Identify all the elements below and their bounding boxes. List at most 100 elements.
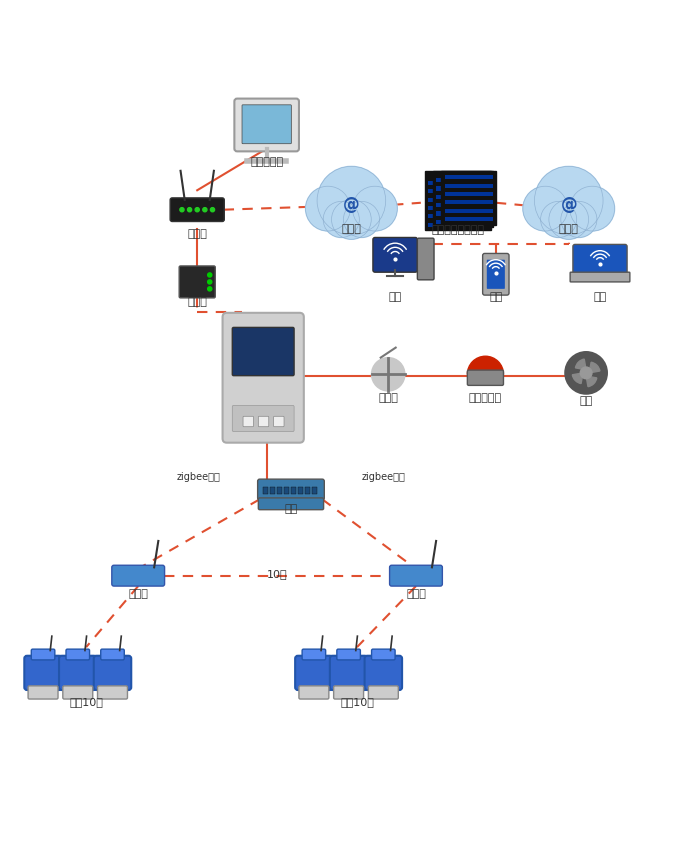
FancyBboxPatch shape xyxy=(243,417,253,427)
Circle shape xyxy=(332,200,371,240)
FancyBboxPatch shape xyxy=(444,192,493,197)
FancyBboxPatch shape xyxy=(428,190,487,194)
FancyBboxPatch shape xyxy=(437,196,490,200)
Circle shape xyxy=(353,187,398,232)
FancyBboxPatch shape xyxy=(468,371,503,386)
FancyBboxPatch shape xyxy=(223,313,304,443)
FancyBboxPatch shape xyxy=(295,656,332,690)
FancyBboxPatch shape xyxy=(291,487,296,494)
FancyBboxPatch shape xyxy=(258,417,269,427)
Circle shape xyxy=(534,167,603,235)
FancyBboxPatch shape xyxy=(59,656,97,690)
Text: 安帕尔网络服务器: 安帕尔网络服务器 xyxy=(431,225,484,235)
Wedge shape xyxy=(586,376,597,387)
Text: 路由器: 路由器 xyxy=(188,230,207,239)
FancyBboxPatch shape xyxy=(94,656,132,690)
FancyBboxPatch shape xyxy=(433,172,494,228)
Text: 可接10台: 可接10台 xyxy=(69,696,103,706)
FancyBboxPatch shape xyxy=(330,656,368,690)
FancyBboxPatch shape xyxy=(428,207,487,211)
FancyBboxPatch shape xyxy=(428,198,487,203)
Text: 电脑: 电脑 xyxy=(389,291,402,301)
Text: @: @ xyxy=(561,195,577,214)
FancyBboxPatch shape xyxy=(444,209,493,214)
Circle shape xyxy=(180,208,184,213)
FancyBboxPatch shape xyxy=(444,185,493,188)
FancyBboxPatch shape xyxy=(573,245,627,277)
Text: 风机: 风机 xyxy=(580,396,593,406)
FancyBboxPatch shape xyxy=(312,487,316,494)
FancyBboxPatch shape xyxy=(441,172,496,225)
Text: 互联网: 互联网 xyxy=(342,224,361,234)
FancyBboxPatch shape xyxy=(263,487,268,494)
Circle shape xyxy=(208,280,212,284)
FancyBboxPatch shape xyxy=(425,172,491,231)
Text: zigbee信号: zigbee信号 xyxy=(361,471,405,481)
FancyBboxPatch shape xyxy=(232,406,294,432)
FancyBboxPatch shape xyxy=(372,649,395,660)
FancyBboxPatch shape xyxy=(284,487,289,494)
Circle shape xyxy=(317,167,386,235)
FancyBboxPatch shape xyxy=(482,254,509,295)
Circle shape xyxy=(540,203,577,238)
Circle shape xyxy=(566,353,607,394)
FancyBboxPatch shape xyxy=(97,686,127,699)
FancyBboxPatch shape xyxy=(234,100,299,152)
FancyBboxPatch shape xyxy=(258,498,323,510)
FancyBboxPatch shape xyxy=(334,686,363,699)
FancyBboxPatch shape xyxy=(305,487,309,494)
FancyBboxPatch shape xyxy=(368,686,398,699)
FancyBboxPatch shape xyxy=(277,487,282,494)
FancyBboxPatch shape xyxy=(32,649,55,660)
FancyBboxPatch shape xyxy=(112,565,164,587)
FancyBboxPatch shape xyxy=(444,201,493,205)
Text: 手机: 手机 xyxy=(489,291,503,301)
Wedge shape xyxy=(575,360,586,371)
Text: 单机版电脑: 单机版电脑 xyxy=(250,156,284,166)
FancyBboxPatch shape xyxy=(417,239,434,280)
FancyBboxPatch shape xyxy=(66,649,90,660)
Text: 互联网: 互联网 xyxy=(559,224,579,234)
Wedge shape xyxy=(573,373,583,384)
FancyBboxPatch shape xyxy=(437,212,490,216)
Text: 声光报警器: 声光报警器 xyxy=(469,392,502,403)
FancyBboxPatch shape xyxy=(28,686,58,699)
FancyBboxPatch shape xyxy=(365,656,402,690)
Text: 终端: 终端 xyxy=(594,291,607,301)
FancyBboxPatch shape xyxy=(25,656,62,690)
Circle shape xyxy=(208,273,212,278)
Circle shape xyxy=(372,358,405,392)
FancyBboxPatch shape xyxy=(486,261,505,289)
FancyBboxPatch shape xyxy=(373,238,417,273)
Circle shape xyxy=(195,208,199,213)
FancyBboxPatch shape xyxy=(179,267,216,299)
Text: @: @ xyxy=(343,195,360,214)
FancyBboxPatch shape xyxy=(299,686,329,699)
FancyBboxPatch shape xyxy=(101,649,125,660)
FancyBboxPatch shape xyxy=(337,649,360,660)
FancyBboxPatch shape xyxy=(428,181,487,186)
FancyBboxPatch shape xyxy=(298,487,303,494)
Text: 10组: 10组 xyxy=(267,568,288,578)
FancyBboxPatch shape xyxy=(570,273,630,283)
Text: 中继器: 中继器 xyxy=(128,588,148,598)
Text: 转换器: 转换器 xyxy=(188,297,207,307)
Text: 可接10台: 可接10台 xyxy=(340,696,374,706)
FancyBboxPatch shape xyxy=(242,106,291,144)
FancyBboxPatch shape xyxy=(428,215,487,219)
Circle shape xyxy=(203,208,207,213)
Wedge shape xyxy=(468,357,503,375)
Circle shape xyxy=(323,203,359,238)
FancyBboxPatch shape xyxy=(258,479,324,500)
Circle shape xyxy=(580,368,592,379)
FancyBboxPatch shape xyxy=(390,565,442,587)
Circle shape xyxy=(561,203,597,238)
FancyBboxPatch shape xyxy=(437,187,490,192)
FancyBboxPatch shape xyxy=(437,204,490,208)
FancyBboxPatch shape xyxy=(437,179,490,183)
Text: 中继器: 中继器 xyxy=(406,588,426,598)
Text: 电磁阀: 电磁阀 xyxy=(378,392,398,403)
Circle shape xyxy=(344,203,379,238)
FancyBboxPatch shape xyxy=(302,649,326,660)
Circle shape xyxy=(188,208,192,213)
